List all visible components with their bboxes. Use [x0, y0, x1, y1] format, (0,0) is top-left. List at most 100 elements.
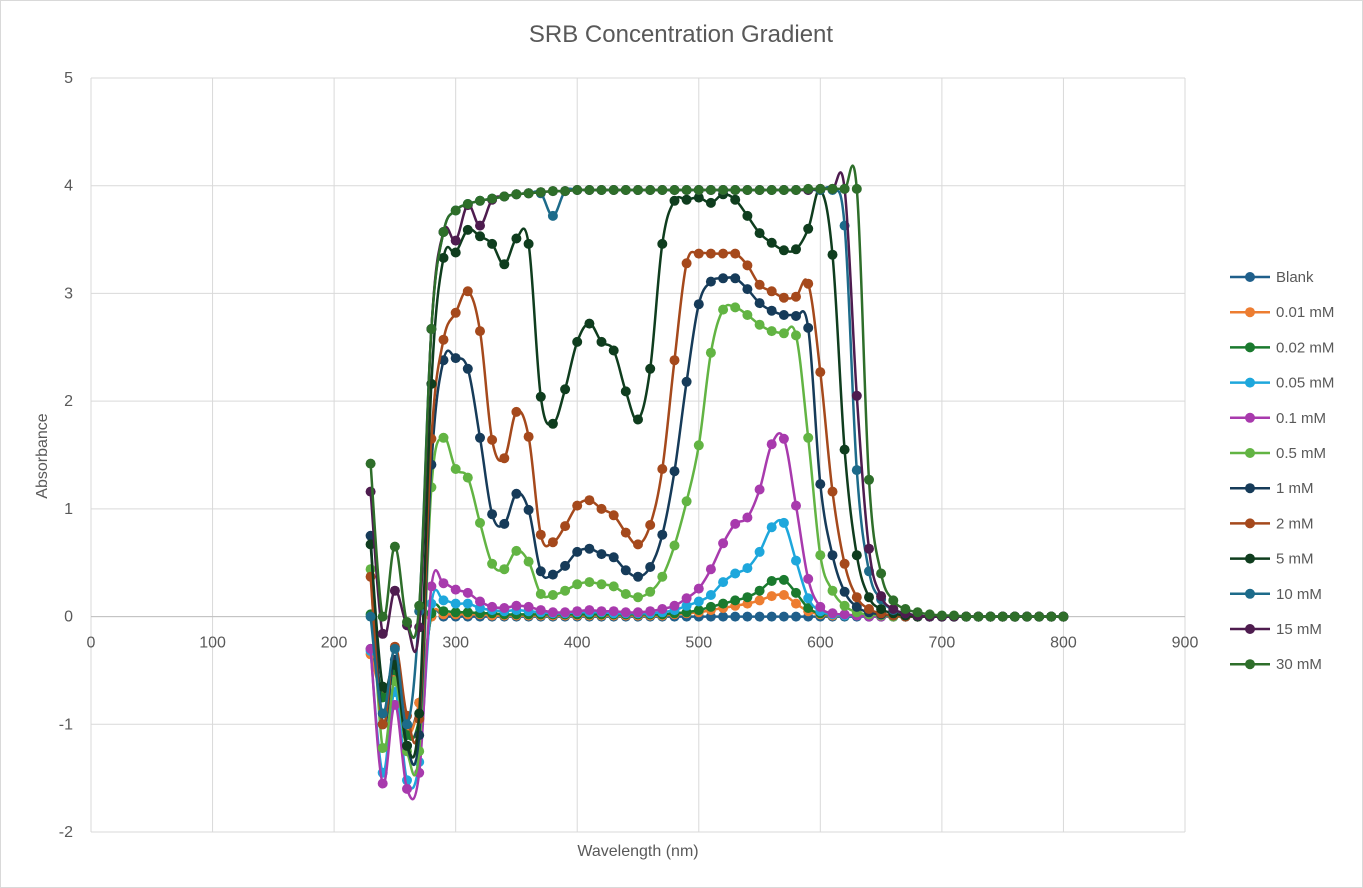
data-point: [730, 194, 741, 205]
data-point: [438, 252, 449, 263]
plot-series: [365, 164, 1069, 801]
data-point: [718, 598, 729, 609]
data-point: [681, 185, 692, 195]
legend-swatch-marker: [1245, 377, 1255, 388]
data-point: [742, 611, 753, 622]
legend-item: 1 mM: [1230, 480, 1314, 497]
data-point: [365, 611, 376, 622]
data-point: [730, 248, 741, 259]
data-point: [766, 185, 777, 195]
data-point: [608, 345, 619, 356]
data-point: [560, 585, 571, 596]
y-tick-label: -2: [59, 824, 73, 841]
legend-label: 30 mM: [1276, 656, 1322, 673]
data-point: [377, 719, 388, 730]
data-point: [547, 607, 558, 618]
data-point: [389, 699, 400, 710]
data-point: [523, 556, 534, 567]
data-point: [900, 604, 911, 614]
data-point: [718, 611, 729, 622]
data-point: [803, 593, 814, 604]
data-point: [450, 353, 461, 364]
data-point: [584, 185, 595, 195]
legend-label: 10 mM: [1276, 586, 1322, 603]
legend-label: 0.05 mM: [1276, 375, 1334, 392]
data-point: [669, 195, 680, 206]
data-point: [620, 527, 631, 538]
legend-swatch-marker: [1245, 342, 1255, 353]
data-point: [681, 496, 692, 507]
data-point: [547, 210, 558, 221]
data-point: [766, 611, 777, 622]
data-point: [778, 590, 789, 600]
data-point: [815, 479, 826, 490]
data-point: [778, 245, 789, 256]
data-point: [693, 596, 704, 607]
data-point: [803, 183, 814, 194]
data-point: [961, 611, 972, 622]
data-point: [669, 355, 680, 366]
data-point: [377, 708, 388, 719]
data-point: [596, 549, 607, 560]
legend-swatch-marker: [1245, 659, 1255, 670]
data-point: [936, 610, 947, 621]
y-axis-label: Absorbance: [34, 413, 51, 498]
data-point: [596, 606, 607, 617]
data-point: [462, 587, 473, 598]
data-point: [815, 367, 826, 378]
y-tick-label: 2: [64, 393, 73, 410]
data-point: [766, 237, 777, 248]
data-point: [803, 223, 814, 234]
data-point: [596, 336, 607, 347]
x-tick-label: 100: [199, 635, 226, 652]
data-point: [839, 609, 850, 620]
data-point: [657, 185, 668, 195]
legend-item: 0.02 mM: [1230, 339, 1334, 356]
data-point: [462, 472, 473, 483]
data-point: [377, 778, 388, 789]
x-tick-label: 0: [87, 635, 96, 652]
data-point: [499, 453, 510, 464]
data-point: [547, 590, 558, 600]
data-point: [645, 586, 656, 597]
data-point: [414, 708, 425, 719]
data-point: [693, 185, 704, 195]
data-point: [864, 543, 874, 554]
data-point: [730, 185, 741, 195]
legend-item: 0.01 mM: [1230, 304, 1334, 321]
data-point: [608, 185, 619, 195]
data-point: [864, 604, 874, 614]
data-point: [730, 518, 741, 529]
data-point: [669, 540, 680, 551]
data-point: [778, 574, 789, 585]
data-point: [693, 248, 704, 259]
legend-item: 0.1 mM: [1230, 410, 1326, 427]
data-point: [547, 186, 558, 197]
data-point: [730, 302, 741, 313]
y-tick-label: -1: [59, 716, 73, 733]
data-point: [681, 376, 692, 387]
data-point: [645, 562, 656, 572]
data-point: [705, 347, 716, 358]
legend-label: 0.5 mM: [1276, 445, 1326, 462]
data-point: [718, 577, 729, 588]
data-point: [1046, 611, 1057, 622]
data-point: [633, 592, 643, 603]
data-point: [560, 560, 571, 571]
data-point: [778, 185, 789, 195]
data-point: [608, 581, 619, 592]
data-point: [754, 298, 765, 309]
data-point: [754, 185, 765, 195]
data-point: [851, 592, 862, 603]
data-point: [754, 319, 765, 330]
data-point: [669, 185, 680, 195]
data-point: [535, 566, 546, 577]
data-point: [450, 584, 461, 595]
data-point: [633, 607, 643, 618]
data-point: [438, 578, 449, 589]
data-point: [681, 593, 692, 604]
data-point: [377, 628, 388, 639]
x-axis-label: Wavelength (nm): [577, 843, 698, 860]
data-point: [669, 600, 680, 611]
